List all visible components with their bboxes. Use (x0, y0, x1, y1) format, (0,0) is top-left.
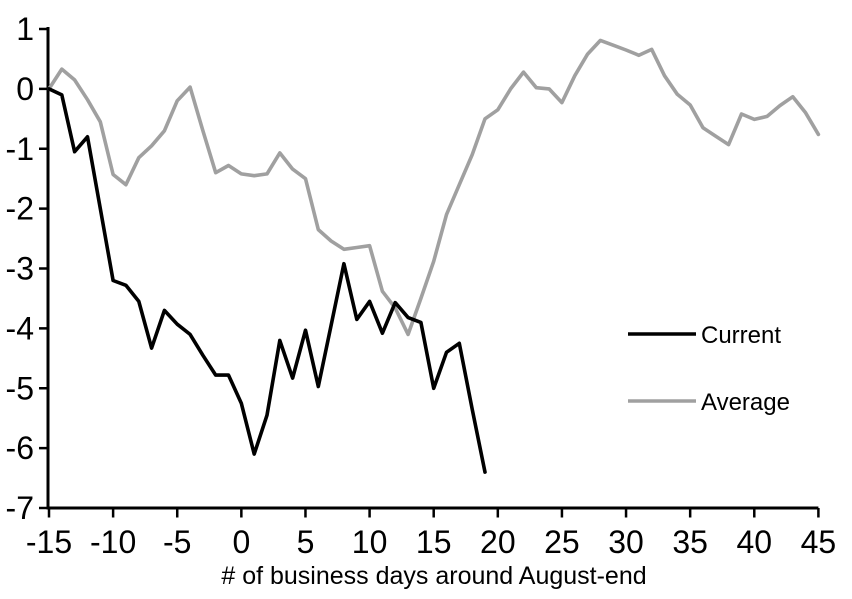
x-axis-title: # of business days around August-end (221, 562, 646, 590)
series-average-line (47, 38, 821, 337)
x-tick-label: -10 (90, 524, 136, 560)
x-tick-label: 15 (416, 524, 452, 560)
y-axis-ticks: 1 0 -1 -2 -3 -4 -5 -6 -7 (6, 11, 48, 526)
x-tick-label: 30 (608, 524, 644, 560)
x-tick-label: -5 (163, 524, 191, 560)
legend-label-current: Current (701, 322, 781, 349)
y-tick-label: -3 (6, 251, 34, 287)
y-tick-label: -5 (6, 370, 34, 406)
y-tick-label: -2 (6, 191, 34, 227)
y-tick-label: -4 (6, 310, 34, 346)
y-tick-label: -7 (6, 490, 34, 526)
x-tick-label: 10 (352, 524, 388, 560)
y-tick-label: -1 (6, 131, 34, 167)
y-tick-label: -6 (6, 430, 34, 466)
x-tick-label: 0 (232, 524, 250, 560)
x-tick-label: 45 (801, 524, 837, 560)
x-tick-label: 25 (544, 524, 580, 560)
x-tick-label: 5 (297, 524, 315, 560)
x-axis-ticks: -15 -10 -5 0 5 10 15 20 25 30 35 40 45 (26, 508, 836, 560)
x-tick-label: 35 (672, 524, 708, 560)
y-tick-label: 1 (16, 11, 34, 47)
series-current-line (47, 87, 487, 474)
x-tick-label: 40 (736, 524, 772, 560)
x-tick-label: 20 (480, 524, 516, 560)
x-tick-label: -15 (26, 524, 72, 560)
legend-label-average: Average (701, 389, 790, 416)
y-tick-label: 0 (16, 71, 34, 107)
legend: Current Average (628, 322, 790, 416)
